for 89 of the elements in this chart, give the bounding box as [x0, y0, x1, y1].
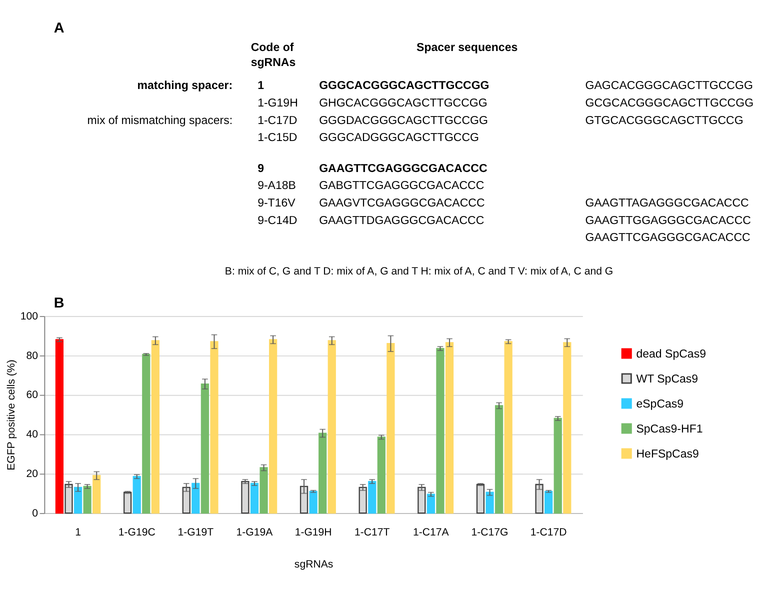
text: B — [54, 295, 64, 312]
bar — [192, 482, 200, 514]
bar — [268, 339, 278, 514]
bar — [486, 492, 494, 514]
bar — [151, 340, 160, 514]
bar — [142, 354, 150, 514]
text: 1-C17D — [258, 114, 298, 127]
bar — [535, 484, 544, 514]
text: matching spacer: — [137, 80, 233, 92]
bar — [476, 484, 485, 514]
bar — [358, 486, 367, 514]
bar — [563, 342, 572, 514]
bar — [318, 432, 327, 514]
bar — [64, 484, 73, 514]
text: mix of mismatching spacers: — [87, 114, 233, 127]
text: GHGCACGGGCAGCTTGCCGG — [319, 98, 488, 110]
text: GABGTTCGAGGGCGACACCC — [319, 180, 484, 192]
bar — [504, 341, 512, 514]
text: 9-T16V — [258, 197, 296, 210]
text: 9-A18B — [258, 180, 296, 192]
text: GAAGTTGGAGGGCGACACCC — [585, 214, 751, 227]
x-tick-label: 1-C17D — [530, 526, 568, 539]
bar — [386, 343, 395, 514]
bar — [92, 475, 101, 514]
x-tick-label: 1-G19T — [178, 526, 214, 539]
legend-label: eSpCas9 — [636, 398, 684, 410]
bar — [368, 480, 376, 514]
text: GGGDACGGGCAGCTTGCCGG — [319, 114, 488, 127]
bar — [436, 348, 444, 514]
bar — [55, 339, 64, 514]
y-tick-label: 0 — [32, 507, 38, 520]
bar — [554, 418, 562, 514]
bar — [328, 340, 336, 514]
bar — [210, 341, 218, 514]
y-tick-label: 80 — [26, 350, 38, 362]
text: Code of — [250, 42, 294, 54]
text: GCGCACGGGCAGCTTGCCGG — [585, 98, 754, 110]
bar — [241, 480, 250, 514]
bar — [132, 476, 141, 514]
text: GGGCADGGGCAGCTTGCCG — [319, 132, 480, 144]
text: A — [54, 20, 65, 37]
x-tick-label: 1-G19H — [294, 526, 332, 539]
text: GAAGTTCGAGGGCGACACCC — [319, 162, 488, 175]
legend-label: dead SpCas9 — [636, 348, 706, 360]
bar — [544, 490, 553, 514]
bar — [124, 492, 132, 514]
x-tick-label: 1-G19A — [236, 526, 274, 539]
text: 1 — [258, 80, 265, 92]
text: 9 — [258, 162, 264, 175]
text: 9-C14D — [258, 214, 298, 227]
y-tick-label: 40 — [26, 428, 38, 441]
bar — [418, 486, 426, 514]
bar — [445, 342, 454, 514]
bar — [200, 383, 210, 514]
text: GAAGTTCGAGGGCGACACCC — [585, 232, 750, 244]
x-tick-label: 1-C17A — [413, 526, 450, 539]
bar — [260, 467, 268, 514]
text: GAAGTTAGAGGGCGACACCC — [585, 197, 749, 210]
y-tick-label: 100 — [20, 310, 38, 322]
bar — [426, 494, 436, 514]
text: sgRNAs — [250, 57, 296, 70]
x-axis-title: sgRNAs — [294, 558, 334, 570]
bar — [309, 490, 318, 514]
bar — [74, 486, 82, 514]
x-tick-label: 1-C17G — [471, 526, 508, 539]
x-tick-label: 1-G19C — [118, 526, 156, 539]
text: GGGCACGGGCAGCTTGCCGG — [319, 80, 490, 92]
legend-label: SpCas9-HF1 — [636, 423, 703, 436]
bar — [250, 482, 259, 514]
y-tick-label: 20 — [26, 468, 38, 480]
text: Spacer sequences — [416, 42, 518, 54]
text: GAGCACGGGCAGCTTGCCGG — [585, 80, 753, 92]
bar — [83, 486, 92, 514]
text: GTGCACGGGCAGCTTGCCG — [585, 114, 744, 127]
bar — [182, 486, 190, 514]
x-tick-label: 1 — [75, 526, 82, 539]
legend-label: WT SpCas9 — [636, 373, 698, 386]
bar — [494, 405, 504, 514]
text: 1-G19H — [258, 98, 298, 110]
text: GAAGTTDGAGGGCGACACCC — [319, 214, 484, 227]
bar — [377, 436, 386, 514]
text: 1-C15D — [258, 132, 298, 144]
y-tick-label: 60 — [26, 389, 38, 402]
text: B: mix of C, G and T D: mix of A, G and T H: mix of A, C and T V: mix of A, C and G — [224, 266, 614, 278]
y-axis-title: EGFP positive cells (%) — [6, 360, 18, 470]
legend-label: HeFSpCas9 — [636, 448, 699, 460]
bar — [300, 486, 308, 514]
x-tick-label: 1-C17T — [354, 526, 390, 539]
text: GAAGVTCGAGGGCGACACCC — [319, 197, 485, 210]
